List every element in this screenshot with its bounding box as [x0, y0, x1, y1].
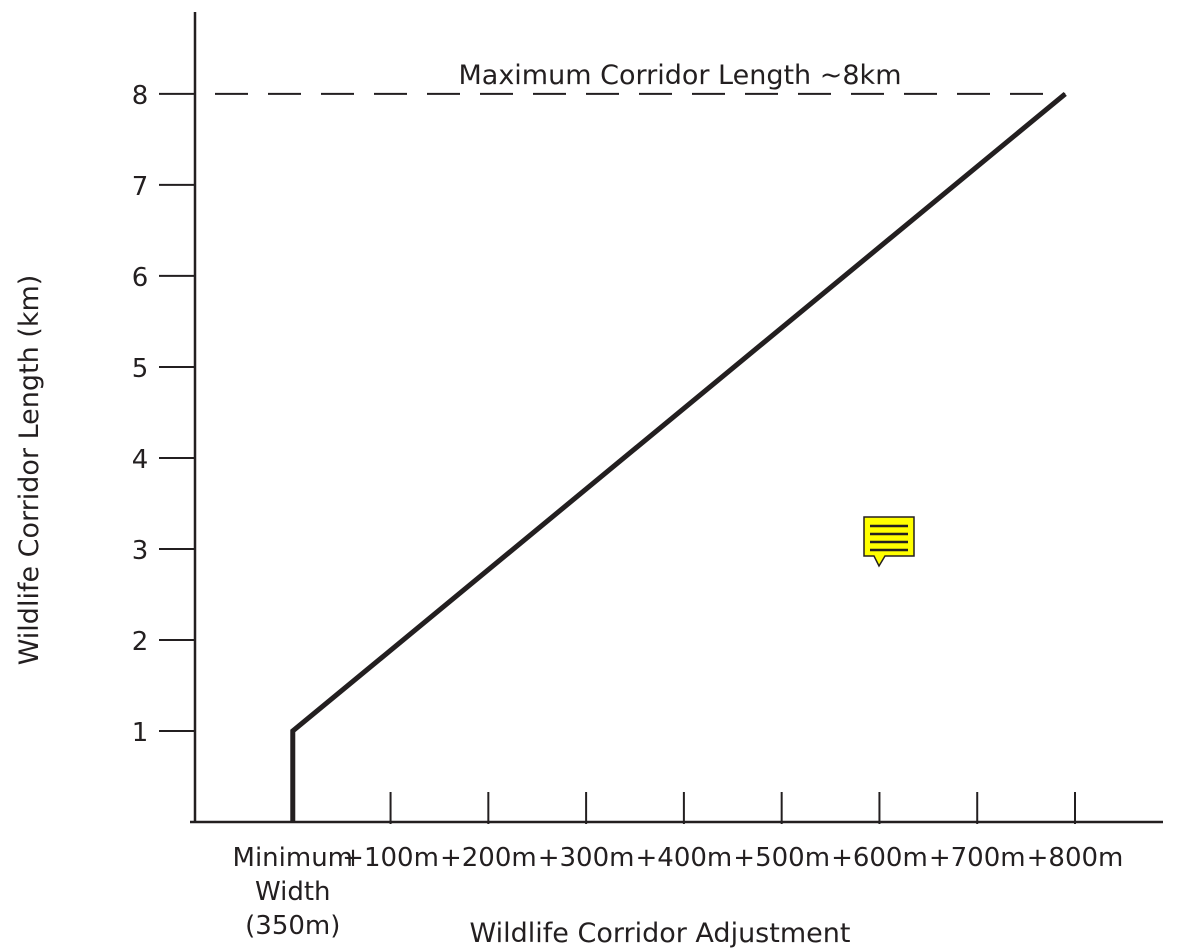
y-tick-label: 4 — [132, 445, 149, 475]
x-tick-label: +400m — [636, 843, 733, 873]
y-tick-label: 7 — [132, 172, 149, 202]
y-tick-label: 8 — [132, 81, 149, 111]
series-line — [290, 91, 1067, 822]
y-tick-label: 2 — [132, 627, 149, 657]
x-tick-label: +600m — [831, 843, 928, 873]
x-tick-label: (350m) — [245, 911, 340, 941]
y-tick-label: 1 — [132, 718, 149, 748]
x-tick-label: +100m — [342, 843, 439, 873]
x-tick-label: +700m — [929, 843, 1026, 873]
x-tick-label: +300m — [538, 843, 635, 873]
y-axis-ticks: 1 2 3 4 5 6 7 8 — [132, 81, 195, 748]
x-axis-ticks: Minimum Width (350m) +100m +200m +300m +400m +5… — [233, 792, 1124, 941]
y-tick-label: 6 — [132, 263, 149, 293]
x-axis-title: Wildlife Corridor Adjustment — [470, 918, 851, 949]
y-tick-label: 5 — [132, 354, 149, 384]
x-tick-label: +200m — [440, 843, 537, 873]
max-length-annotation: Maximum Corridor Length ~8km — [458, 60, 901, 91]
x-tick-label: +800m — [1027, 843, 1124, 873]
x-tick-label: Minimum — [233, 843, 354, 873]
x-tick-label: Width — [255, 877, 331, 907]
y-tick-label: 3 — [132, 536, 149, 566]
comment-note-icon[interactable] — [863, 516, 915, 568]
y-axis-title: Wildlife Corridor Length (km) — [14, 275, 45, 666]
x-tick-label: +500m — [733, 843, 830, 873]
